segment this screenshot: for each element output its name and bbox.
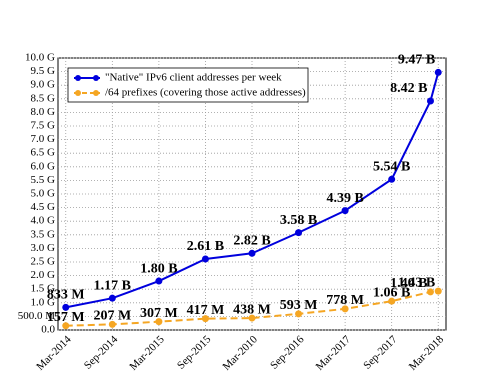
- data-point: [388, 297, 396, 305]
- data-point: [434, 287, 442, 295]
- y-tick-label: 4.0 G: [31, 215, 56, 227]
- x-tick-label: Mar-2018: [407, 333, 447, 373]
- x-tick-label: Mar-2014: [34, 333, 74, 373]
- y-tick-label: 6.5 G: [31, 147, 56, 159]
- y-tick-label: 2.5 G: [31, 256, 56, 268]
- legend-label: /64 prefixes (covering those active addr…: [105, 87, 306, 99]
- data-label: 307 M: [140, 306, 178, 321]
- data-label: 2.82 B: [233, 234, 270, 249]
- data-point: [62, 322, 70, 330]
- data-point: [388, 175, 396, 183]
- data-point: [341, 207, 349, 215]
- data-label: 2.61 B: [187, 239, 224, 254]
- data-label: 207 M: [93, 309, 131, 324]
- data-label: 778 M: [326, 293, 364, 308]
- y-tick-label: 7.0 G: [31, 133, 56, 145]
- data-label: 3.58 B: [280, 213, 317, 228]
- series-line: [65, 72, 440, 309]
- data-label: 1.17 B: [94, 278, 131, 293]
- y-tick-label: 0.0: [41, 324, 55, 336]
- data-point: [201, 315, 209, 323]
- y-tick-label: 6.0 G: [31, 160, 56, 172]
- data-point: [108, 320, 116, 328]
- x-tick-label: Sep-2015: [175, 333, 214, 372]
- x-tick-label: Mar-2010: [220, 333, 260, 373]
- y-tick-label: 2.0 G: [31, 269, 56, 281]
- data-point: [426, 288, 434, 296]
- data-point: [295, 310, 303, 318]
- data-label: 1.80 B: [140, 261, 177, 276]
- y-tick-label: 500.0 M: [18, 310, 56, 322]
- data-label: 438 M: [233, 302, 271, 317]
- data-label: 593 M: [280, 298, 318, 313]
- legend-marker: [75, 90, 81, 96]
- data-point: [155, 277, 163, 285]
- data-point: [426, 97, 434, 105]
- data-label: 157 M: [47, 310, 85, 325]
- data-point: [248, 249, 256, 257]
- y-tick-label: 4.5 G: [31, 201, 56, 213]
- y-tick-label: 9.0 G: [31, 79, 56, 91]
- data-label: 1.43 B: [398, 275, 435, 290]
- y-tick-label: 1.0 G: [31, 296, 56, 308]
- data-point: [295, 229, 303, 237]
- x-tick-label: Mar-2015: [127, 333, 167, 373]
- data-label: 5.54 B: [373, 160, 410, 175]
- data-point: [201, 255, 209, 263]
- series-line: [65, 290, 439, 327]
- data-point: [341, 305, 349, 313]
- x-tick-label: Sep-2014: [82, 333, 121, 372]
- legend-label: "Native" IPv6 client addresses per week: [105, 72, 282, 84]
- y-tick-label: 9.5 G: [31, 65, 56, 77]
- data-point: [62, 303, 70, 311]
- y-tick-label: 1.5 G: [31, 283, 56, 295]
- data-label: 9.47 B: [398, 53, 435, 68]
- data-point: [434, 68, 442, 76]
- data-label: 4.39 B: [326, 191, 363, 206]
- data-label: 417 M: [187, 303, 225, 318]
- x-tick-label: Sep-2017: [361, 333, 400, 372]
- y-tick-label: 7.5 G: [31, 120, 56, 132]
- x-tick-label: Sep-2016: [268, 333, 307, 372]
- data-label: 833 M: [47, 288, 85, 303]
- y-tick-label: 3.5 G: [31, 228, 56, 240]
- legend-marker: [93, 90, 99, 96]
- y-tick-label: 5.5 G: [31, 174, 56, 186]
- y-tick-label: 5.0 G: [31, 188, 56, 200]
- x-tick-label: Mar-2017: [314, 333, 354, 373]
- data-point: [108, 294, 116, 302]
- y-tick-label: 10.0 G: [25, 52, 55, 64]
- legend-marker: [93, 75, 99, 81]
- data-label: 1.06 B: [373, 285, 410, 300]
- data-label: 8.42 B: [390, 81, 427, 96]
- data-label: 1.40 B: [390, 276, 427, 291]
- y-tick-label: 8.0 G: [31, 106, 56, 118]
- legend-marker: [75, 75, 81, 81]
- data-point: [248, 314, 256, 322]
- y-tick-label: 8.5 G: [31, 92, 56, 104]
- data-point: [155, 318, 163, 326]
- legend-box: [67, 67, 309, 103]
- y-tick-label: 3.0 G: [31, 242, 56, 254]
